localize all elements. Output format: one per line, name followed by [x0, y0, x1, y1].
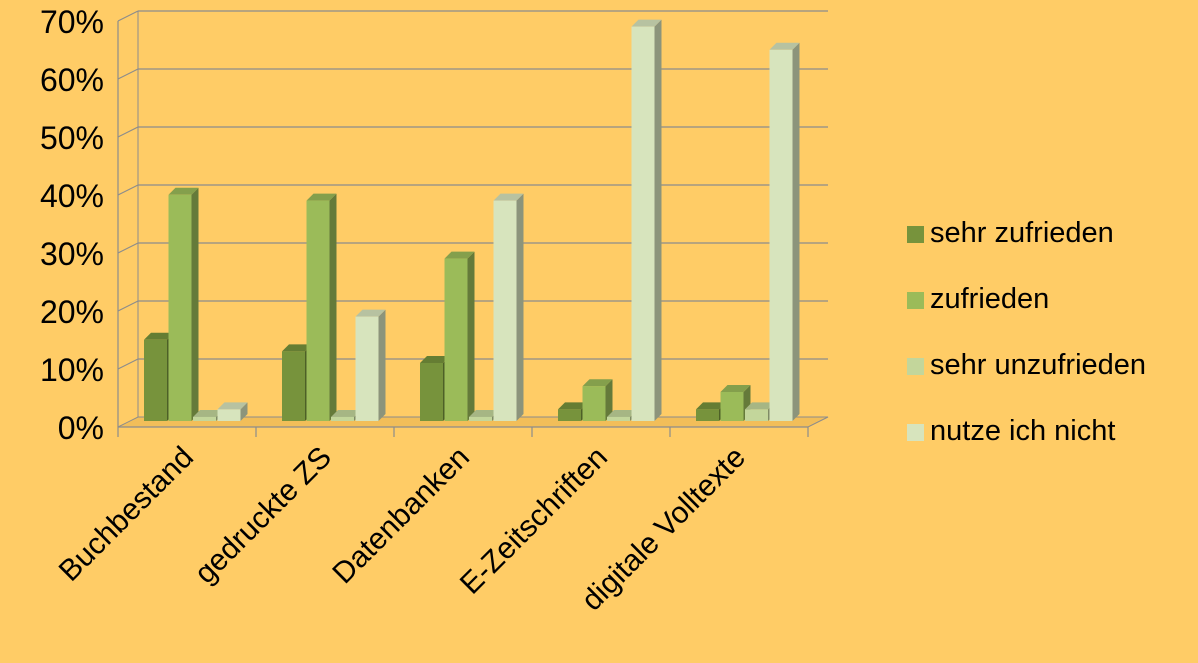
legend-label: sehr unzufrieden: [930, 349, 1146, 381]
bar: [582, 379, 613, 421]
legend-item: nutze ich nicht: [907, 415, 1115, 447]
legend: sehr zufrieden zufrieden sehr unzufrieden n…: [907, 217, 1146, 447]
bar: [631, 19, 662, 421]
bar: [306, 193, 337, 421]
y-tick-labels: 0% 10% 20% 30% 40% 50% 60% 70%: [40, 4, 104, 446]
y-tick-label: 20%: [40, 294, 104, 330]
legend-swatch: [907, 358, 924, 375]
legend-item: sehr unzufrieden: [907, 349, 1146, 381]
legend-label: sehr zufrieden: [930, 217, 1114, 249]
x-tick-label: Buchbestand: [53, 441, 200, 588]
gridline-side: [117, 300, 139, 312]
legend-swatch: [907, 226, 924, 243]
bar: [493, 193, 524, 421]
y-tick-label: 60%: [40, 62, 104, 98]
bars: [144, 19, 800, 422]
y-tick-label: 70%: [40, 4, 104, 40]
legend-item: zufrieden: [907, 283, 1049, 315]
gridline-side: [117, 68, 139, 80]
x-tick-label: gedruckte ZS: [188, 441, 337, 590]
legend-label: nutze ich nicht: [930, 415, 1115, 447]
gridlines: [117, 10, 828, 370]
gridline-side: [117, 184, 139, 196]
bar: [355, 309, 386, 421]
bar: [444, 251, 475, 421]
y-tick-label: 40%: [40, 178, 104, 214]
y-tick-label: 10%: [40, 352, 104, 388]
axes: [117, 21, 809, 437]
x-tick-label: E-Zeitschriften: [454, 441, 614, 601]
y-tick-label: 0%: [58, 410, 104, 446]
bar: [720, 385, 751, 421]
bar: [769, 42, 800, 422]
gridline-side: [117, 242, 139, 254]
gridline-side: [117, 10, 139, 22]
legend-swatch: [907, 292, 924, 309]
y-tick-label: 50%: [40, 120, 104, 156]
y-tick-label: 30%: [40, 236, 104, 272]
gridline-side: [117, 126, 139, 138]
bar: [168, 187, 199, 421]
legend-item: sehr zufrieden: [907, 217, 1114, 249]
x-tick-label: Datenbanken: [326, 441, 476, 591]
legend-label: zufrieden: [930, 283, 1049, 315]
gridline-side: [117, 358, 139, 370]
bar: [217, 402, 248, 421]
legend-swatch: [907, 424, 924, 441]
